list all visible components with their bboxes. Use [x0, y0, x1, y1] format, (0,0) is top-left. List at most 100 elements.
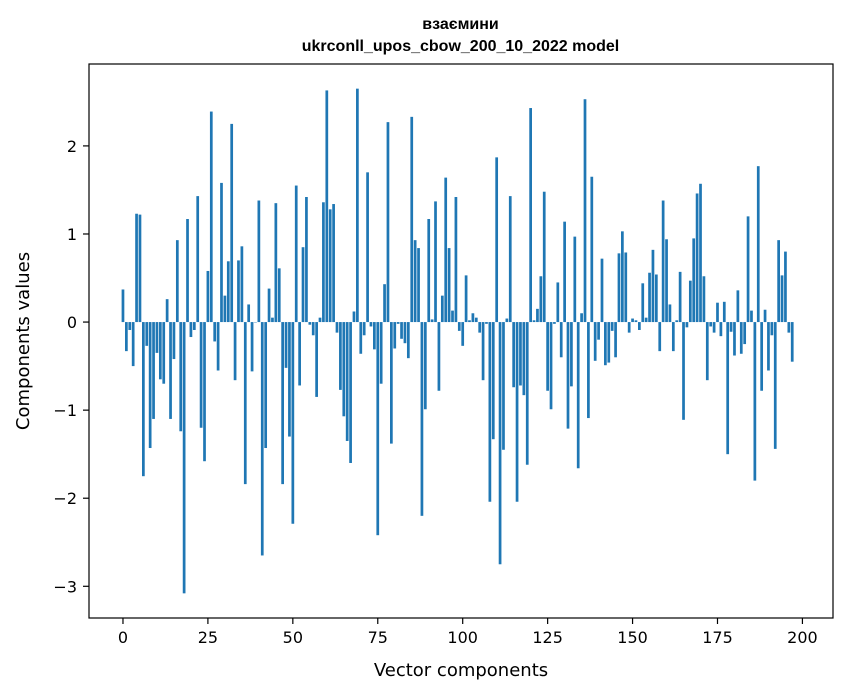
bar — [356, 88, 359, 323]
bar — [491, 322, 495, 440]
bar — [702, 276, 706, 323]
x-axis-ticks: 0 25 50 75 100 125 150 175 200 — [118, 618, 818, 647]
bar — [743, 322, 747, 345]
bar — [291, 322, 295, 524]
bar — [203, 322, 206, 462]
bar — [332, 204, 335, 323]
bar — [478, 322, 482, 333]
bar — [600, 258, 604, 323]
bar — [240, 246, 244, 323]
bar — [158, 322, 162, 380]
bar — [284, 322, 288, 368]
bar — [529, 108, 532, 323]
bar — [709, 322, 713, 327]
bar — [773, 322, 777, 449]
bar — [716, 302, 719, 323]
bar — [328, 209, 332, 323]
bar — [216, 322, 220, 371]
bar — [301, 247, 305, 323]
bar — [641, 283, 645, 323]
bar — [767, 322, 770, 371]
bar — [597, 322, 600, 340]
bar — [546, 322, 549, 391]
bar — [390, 322, 393, 444]
bar — [128, 322, 132, 330]
x-axis-label: Vector components — [374, 660, 548, 681]
bar — [192, 322, 196, 330]
bar — [196, 196, 200, 323]
bar — [369, 322, 373, 327]
bar — [587, 322, 590, 419]
bar — [142, 322, 145, 477]
bar — [780, 275, 784, 323]
bar — [145, 322, 149, 346]
bar — [515, 322, 519, 502]
bar — [440, 295, 444, 323]
bar — [539, 276, 543, 323]
bar — [461, 322, 465, 346]
bar — [271, 317, 274, 323]
chart-subtitle: ukrconll_upos_cbow_200_10_2022 model — [302, 38, 619, 55]
bar — [315, 322, 318, 397]
bar — [621, 231, 624, 323]
y-tick-label: 0 — [67, 313, 77, 332]
bar — [294, 185, 298, 323]
bar — [607, 322, 611, 363]
bar — [247, 304, 251, 323]
bar — [566, 322, 570, 429]
bar — [423, 322, 427, 410]
bar — [519, 322, 522, 386]
bar — [281, 322, 284, 485]
bar — [230, 123, 234, 323]
y-tick-label: −2 — [53, 489, 77, 508]
y-tick-label: −3 — [53, 577, 77, 596]
bar — [400, 322, 403, 339]
bar — [682, 322, 685, 420]
y-tick-label: 2 — [67, 137, 77, 156]
x-tick-label: 100 — [447, 628, 478, 647]
bar — [305, 197, 308, 323]
bar — [570, 322, 573, 387]
bar — [267, 288, 271, 323]
bar — [685, 322, 689, 328]
bar — [722, 301, 726, 323]
bar — [651, 249, 655, 323]
bar — [186, 219, 189, 323]
bar — [644, 317, 648, 323]
bar — [648, 272, 651, 323]
bar — [288, 322, 291, 437]
x-tick-label: 200 — [787, 628, 818, 647]
bar — [638, 322, 641, 330]
bar — [678, 271, 682, 323]
bar — [733, 322, 736, 356]
bar — [172, 322, 176, 360]
bar — [131, 322, 135, 367]
bar — [264, 322, 268, 449]
x-tick-label: 0 — [118, 628, 128, 647]
bar — [739, 322, 743, 354]
bar — [237, 260, 240, 323]
bar — [125, 322, 128, 352]
bar — [189, 322, 193, 338]
bar — [179, 322, 183, 432]
bar — [532, 320, 536, 323]
bar — [688, 280, 692, 323]
bar — [553, 322, 556, 324]
bar — [481, 322, 485, 381]
bar — [610, 322, 614, 331]
bar — [760, 322, 764, 391]
bar — [447, 248, 451, 323]
bar — [379, 322, 383, 384]
bar — [318, 317, 322, 323]
x-tick-label: 50 — [283, 628, 303, 647]
bar — [243, 322, 247, 485]
bar — [260, 322, 264, 556]
bar — [175, 240, 179, 323]
bar — [308, 322, 312, 325]
bar — [213, 322, 217, 342]
bar — [155, 322, 159, 353]
x-tick-label: 25 — [198, 628, 218, 647]
bar — [631, 318, 634, 323]
bar — [220, 182, 223, 323]
x-tick-label: 75 — [368, 628, 388, 647]
